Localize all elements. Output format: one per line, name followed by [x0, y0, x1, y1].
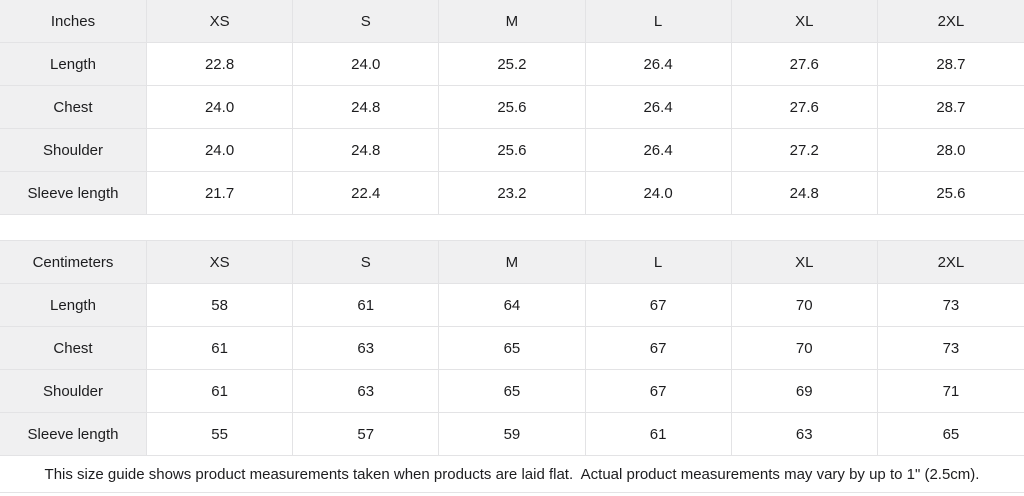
measurement-value-cell: 24.8 — [731, 172, 878, 215]
size-header-cell: L — [585, 0, 732, 43]
size-header-cell: XL — [731, 241, 878, 284]
measurement-label-cell: Length — [0, 43, 147, 86]
unit-header-cell: Inches — [0, 0, 147, 43]
measurement-value-cell: 70 — [731, 284, 878, 327]
size-header-cell: 2XL — [877, 0, 1024, 43]
measurement-value-cell: 57 — [293, 413, 440, 456]
measurement-value-cell: 21.7 — [147, 172, 294, 215]
size-header-cell: 2XL — [877, 241, 1024, 284]
size-header-cell: M — [439, 241, 586, 284]
measurement-value-cell: 61 — [585, 413, 732, 456]
measurement-value-cell: 65 — [439, 370, 586, 413]
measurement-value-cell: 55 — [147, 413, 294, 456]
measurement-value-cell: 26.4 — [585, 129, 732, 172]
measurement-value-cell: 67 — [585, 327, 732, 370]
measurement-label-cell: Shoulder — [0, 129, 147, 172]
measurement-value-cell: 22.8 — [147, 43, 294, 86]
measurement-label-cell: Sleeve length — [0, 413, 147, 456]
measurement-value-cell: 65 — [439, 327, 586, 370]
measurement-value-cell: 61 — [147, 370, 294, 413]
measurement-value-cell: 67 — [585, 284, 732, 327]
measurement-label-cell: Chest — [0, 327, 147, 370]
measurement-label-cell: Length — [0, 284, 147, 327]
measurement-value-cell: 26.4 — [585, 43, 732, 86]
centimeters-size-table: Centimeters XS S M L XL 2XL Length 58 61 64 67 70 73 C… — [0, 240, 1024, 456]
measurement-value-cell: 28.7 — [877, 43, 1024, 86]
measurement-value-cell: 63 — [293, 370, 440, 413]
measurement-value-cell: 59 — [439, 413, 586, 456]
measurement-value-cell: 25.6 — [439, 129, 586, 172]
measurement-value-cell: 24.0 — [147, 129, 294, 172]
measurement-value-cell: 24.0 — [585, 172, 732, 215]
measurement-value-cell: 70 — [731, 327, 878, 370]
inches-size-table: Inches XS S M L XL 2XL Length 22.8 24.0 25.2 26.4 27… — [0, 0, 1024, 215]
unit-header-cell: Centimeters — [0, 241, 147, 284]
measurement-value-cell: 25.6 — [877, 172, 1024, 215]
measurement-value-cell: 24.0 — [147, 86, 294, 129]
measurement-value-cell: 58 — [147, 284, 294, 327]
measurement-label-cell: Sleeve length — [0, 172, 147, 215]
measurement-value-cell: 28.7 — [877, 86, 1024, 129]
measurement-value-cell: 22.4 — [293, 172, 440, 215]
measurement-value-cell: 64 — [439, 284, 586, 327]
measurement-value-cell: 71 — [877, 370, 1024, 413]
measurement-value-cell: 63 — [731, 413, 878, 456]
size-header-cell: XS — [147, 0, 294, 43]
measurement-value-cell: 24.0 — [293, 43, 440, 86]
measurement-value-cell: 24.8 — [293, 129, 440, 172]
measurement-value-cell: 27.6 — [731, 86, 878, 129]
measurement-value-cell: 25.6 — [439, 86, 586, 129]
size-header-cell: XL — [731, 0, 878, 43]
size-header-cell: L — [585, 241, 732, 284]
measurement-value-cell: 69 — [731, 370, 878, 413]
measurement-label-cell: Shoulder — [0, 370, 147, 413]
table-spacer — [0, 215, 1024, 240]
measurement-label-cell: Chest — [0, 86, 147, 129]
measurement-value-cell: 61 — [147, 327, 294, 370]
measurement-value-cell: 65 — [877, 413, 1024, 456]
measurement-value-cell: 61 — [293, 284, 440, 327]
size-guide-footnote: This size guide shows product measuremen… — [0, 456, 1024, 493]
size-header-cell: S — [293, 0, 440, 43]
measurement-value-cell: 26.4 — [585, 86, 732, 129]
measurement-value-cell: 23.2 — [439, 172, 586, 215]
measurement-value-cell: 27.2 — [731, 129, 878, 172]
size-header-cell: S — [293, 241, 440, 284]
measurement-value-cell: 27.6 — [731, 43, 878, 86]
measurement-value-cell: 73 — [877, 327, 1024, 370]
size-header-cell: XS — [147, 241, 294, 284]
measurement-value-cell: 73 — [877, 284, 1024, 327]
measurement-value-cell: 24.8 — [293, 86, 440, 129]
measurement-value-cell: 63 — [293, 327, 440, 370]
measurement-value-cell: 28.0 — [877, 129, 1024, 172]
size-header-cell: M — [439, 0, 586, 43]
measurement-value-cell: 25.2 — [439, 43, 586, 86]
measurement-value-cell: 67 — [585, 370, 732, 413]
